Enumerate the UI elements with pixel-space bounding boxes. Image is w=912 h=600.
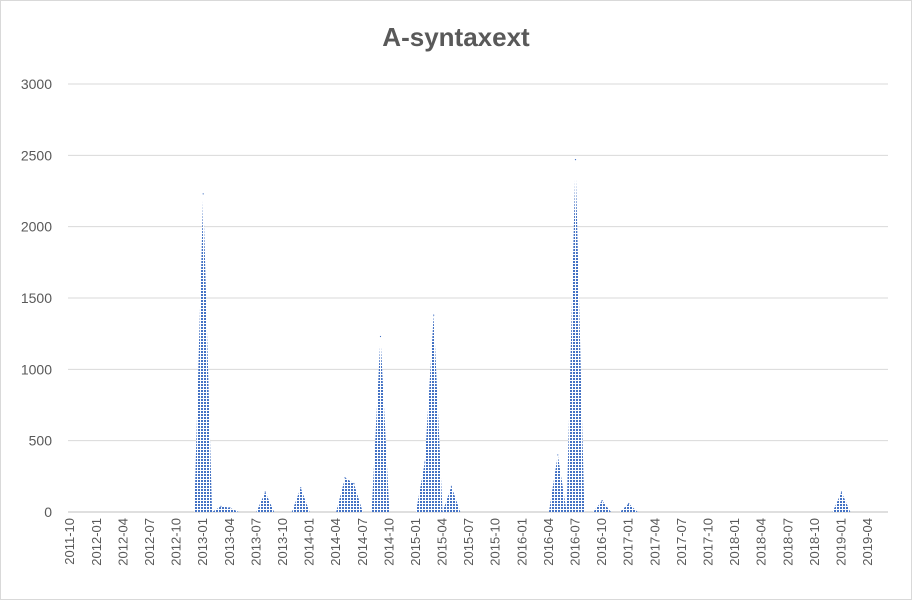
data-point [220, 505, 222, 507]
data-point [353, 482, 355, 485]
data-point [601, 499, 603, 502]
y-tick-label: 3000 [21, 76, 52, 92]
y-tick-label: 1500 [21, 290, 52, 306]
x-tick-label: 2018-01 [727, 518, 742, 566]
data-point [379, 335, 382, 338]
data-point [424, 461, 426, 463]
data-point [557, 454, 559, 456]
data-point [574, 159, 577, 161]
x-tick-label: 2017-10 [700, 518, 715, 566]
x-axis-ticks: 2011-10 2012-01 2012-04 2012-07 2012-10 2013-… [62, 518, 875, 566]
x-tick-label: 2017-07 [674, 518, 689, 566]
x-tick-label: 2015-10 [488, 518, 503, 566]
x-tick-label: 2016-04 [541, 518, 556, 566]
x-tick-label: 2017-04 [647, 518, 662, 566]
x-tick-label: 2013-07 [248, 518, 263, 566]
data-point [628, 502, 630, 505]
series-area [70, 159, 886, 513]
data-point [229, 507, 231, 509]
x-tick-label: 2019-01 [833, 518, 848, 566]
gridlines [68, 83, 888, 513]
data-point [344, 477, 346, 479]
x-tick-label: 2014-04 [328, 518, 343, 566]
x-tick-label: 2014-01 [302, 518, 317, 566]
x-tick-label: 2013-10 [275, 518, 290, 566]
data-point [450, 485, 453, 487]
x-tick-label: 2012-04 [115, 518, 130, 566]
y-tick-label: 0 [44, 504, 52, 520]
x-tick-label: 2012-10 [169, 518, 184, 566]
x-tick-label: 2013-01 [195, 518, 210, 566]
x-tick-label: 2018-07 [780, 518, 795, 566]
x-tick-label: 2015-04 [435, 518, 450, 566]
y-tick-label: 500 [29, 433, 53, 449]
x-tick-label: 2012-07 [142, 518, 157, 566]
data-point [433, 314, 435, 316]
x-tick-label: 2015-01 [408, 518, 423, 566]
x-tick-label: 2016-01 [514, 518, 529, 566]
series-area-path [70, 159, 886, 513]
x-tick-label: 2014-10 [381, 518, 396, 566]
x-tick-label: 2017-01 [621, 518, 636, 566]
x-tick-label: 2019-04 [860, 518, 875, 566]
y-tick-label: 1000 [21, 361, 52, 377]
data-point [300, 487, 302, 489]
x-tick-label: 2013-04 [222, 518, 237, 566]
data-point [840, 491, 843, 493]
data-point [202, 193, 204, 195]
x-tick-label: 2012-01 [89, 518, 104, 566]
x-tick-label: 2011-10 [62, 518, 77, 565]
x-tick-label: 2015-07 [461, 518, 476, 566]
x-tick-label: 2018-04 [754, 518, 769, 566]
x-tick-label: 2014-07 [355, 518, 370, 566]
x-tick-label: 2016-10 [594, 518, 609, 566]
x-tick-label: 2016-07 [568, 518, 583, 566]
y-tick-label: 2000 [21, 219, 52, 235]
chart-title: A-syntaxext [382, 22, 530, 52]
data-point [264, 491, 266, 493]
y-axis-ticks: 0 500 1000 1500 2000 2500 3000 [21, 76, 52, 520]
y-tick-label: 2500 [21, 147, 52, 163]
x-tick-label: 2018-10 [807, 518, 822, 566]
